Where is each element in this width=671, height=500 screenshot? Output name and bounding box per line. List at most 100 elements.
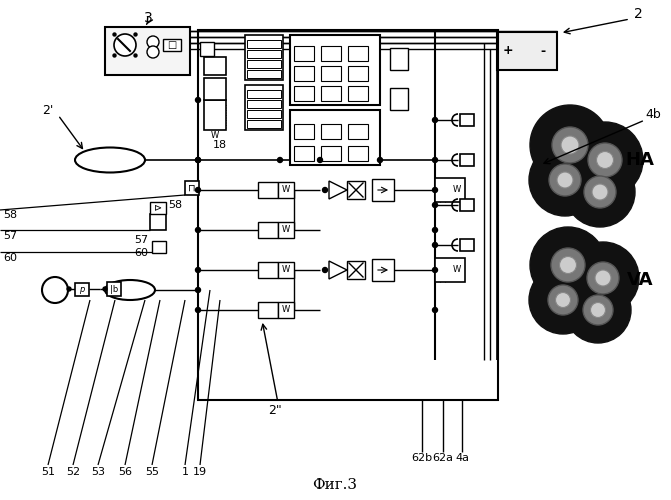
Circle shape bbox=[530, 105, 610, 185]
Circle shape bbox=[433, 158, 437, 162]
Text: |b: |b bbox=[110, 286, 118, 294]
Text: 57: 57 bbox=[134, 235, 148, 245]
Circle shape bbox=[147, 46, 159, 58]
Bar bbox=[198, 30, 498, 400]
Circle shape bbox=[433, 188, 437, 192]
Bar bbox=[247, 100, 281, 108]
Text: □: □ bbox=[167, 40, 176, 50]
Bar bbox=[258, 182, 278, 198]
Circle shape bbox=[551, 248, 585, 282]
Text: 53: 53 bbox=[91, 467, 105, 477]
Circle shape bbox=[195, 308, 201, 312]
Circle shape bbox=[195, 228, 201, 232]
Circle shape bbox=[433, 202, 437, 207]
Bar bbox=[460, 154, 474, 166]
Bar bbox=[348, 124, 368, 139]
Text: -: - bbox=[540, 44, 546, 58]
Text: W: W bbox=[453, 266, 461, 274]
Text: VA: VA bbox=[627, 271, 654, 289]
Bar bbox=[347, 181, 365, 199]
Circle shape bbox=[552, 127, 588, 163]
Circle shape bbox=[565, 157, 635, 227]
Bar bbox=[245, 35, 283, 80]
Text: 2: 2 bbox=[633, 7, 642, 21]
Circle shape bbox=[113, 33, 116, 36]
Text: 58: 58 bbox=[3, 210, 17, 220]
Circle shape bbox=[433, 268, 437, 272]
Bar bbox=[247, 90, 281, 98]
Bar bbox=[348, 46, 368, 61]
Circle shape bbox=[592, 184, 608, 200]
Circle shape bbox=[565, 277, 631, 343]
Text: W: W bbox=[282, 266, 290, 274]
Circle shape bbox=[567, 122, 643, 198]
Text: ⊳: ⊳ bbox=[154, 202, 162, 212]
Circle shape bbox=[195, 268, 201, 272]
Bar bbox=[107, 282, 121, 296]
Circle shape bbox=[317, 158, 323, 162]
Circle shape bbox=[195, 98, 201, 102]
Bar bbox=[247, 50, 281, 58]
Bar bbox=[321, 66, 341, 81]
Bar bbox=[75, 283, 89, 296]
Bar bbox=[372, 259, 394, 281]
Bar bbox=[290, 110, 380, 165]
Circle shape bbox=[67, 287, 71, 291]
Circle shape bbox=[195, 188, 201, 192]
Circle shape bbox=[147, 36, 159, 48]
Circle shape bbox=[560, 256, 576, 274]
Bar bbox=[348, 66, 368, 81]
Bar bbox=[294, 46, 314, 61]
Circle shape bbox=[378, 158, 382, 162]
Bar bbox=[247, 120, 281, 128]
Text: 4b: 4b bbox=[645, 108, 661, 122]
Circle shape bbox=[595, 270, 611, 286]
Circle shape bbox=[549, 164, 581, 196]
Circle shape bbox=[113, 54, 116, 57]
Bar bbox=[460, 239, 474, 251]
Bar bbox=[258, 222, 278, 238]
Text: 60: 60 bbox=[3, 253, 17, 263]
Circle shape bbox=[278, 158, 282, 162]
Bar bbox=[294, 86, 314, 101]
Bar bbox=[247, 60, 281, 68]
Bar bbox=[321, 86, 341, 101]
Ellipse shape bbox=[105, 280, 155, 300]
Bar bbox=[185, 181, 199, 195]
Bar bbox=[247, 110, 281, 118]
Text: 60: 60 bbox=[134, 248, 148, 258]
Circle shape bbox=[530, 227, 606, 303]
Bar bbox=[321, 146, 341, 161]
Text: 3: 3 bbox=[144, 11, 152, 25]
Text: 1: 1 bbox=[181, 467, 189, 477]
Text: 2': 2' bbox=[42, 104, 54, 117]
Text: p: p bbox=[79, 286, 85, 294]
Text: W: W bbox=[211, 130, 219, 140]
Text: 62a: 62a bbox=[433, 453, 454, 463]
Bar bbox=[150, 202, 166, 214]
Bar bbox=[247, 70, 281, 78]
Text: W: W bbox=[453, 186, 461, 194]
Circle shape bbox=[597, 152, 613, 168]
Bar bbox=[200, 42, 214, 56]
Bar bbox=[460, 114, 474, 126]
Circle shape bbox=[590, 302, 605, 318]
Circle shape bbox=[587, 262, 619, 294]
Text: HA: HA bbox=[625, 151, 654, 169]
Text: 18: 18 bbox=[213, 140, 227, 150]
Bar bbox=[321, 46, 341, 61]
Bar bbox=[435, 258, 465, 282]
Bar bbox=[390, 48, 408, 70]
Bar bbox=[247, 40, 281, 48]
Bar bbox=[258, 302, 278, 318]
Circle shape bbox=[195, 158, 201, 162]
Text: 57: 57 bbox=[3, 231, 17, 241]
Bar bbox=[245, 85, 283, 130]
Circle shape bbox=[42, 277, 68, 303]
Circle shape bbox=[195, 158, 201, 162]
Text: Фиг.3: Фиг.3 bbox=[313, 478, 358, 492]
Bar bbox=[294, 66, 314, 81]
Bar bbox=[150, 214, 166, 230]
Bar bbox=[152, 241, 166, 253]
Text: 56: 56 bbox=[118, 467, 132, 477]
